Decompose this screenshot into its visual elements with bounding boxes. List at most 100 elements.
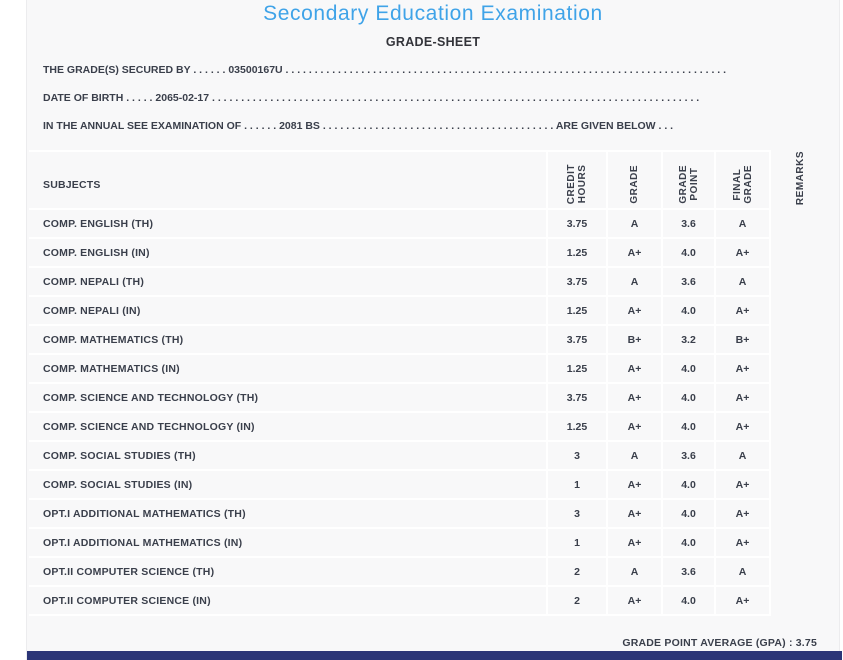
candidate-meta: THE GRADE(S) SECURED BY . . . . . . 0350…	[43, 65, 839, 132]
table-row: COMP. NEPALI (IN) 1.25 A+ 4.0 A+	[29, 295, 829, 326]
grade-point-cell: 4.0	[661, 295, 715, 326]
subject-cell: COMP. ENGLISH (IN)	[29, 237, 547, 268]
column-header-credit-hours: CREDIT HOURS	[546, 149, 607, 211]
remarks-cell	[769, 557, 829, 587]
table-row: OPT.II COMPUTER SCIENCE (IN) 2 A+ 4.0 A+	[29, 585, 829, 617]
grade-cell: A	[606, 440, 662, 471]
final-grade-cell: A+	[714, 527, 770, 558]
final-grade-cell: A	[714, 266, 770, 297]
table-body: COMP. ENGLISH (TH) 3.75 A 3.6 A COMP. EN…	[29, 208, 829, 617]
subject-cell: COMP. SCIENCE AND TECHNOLOGY (IN)	[29, 411, 547, 442]
credit-hours-cell: 3.75	[546, 324, 607, 355]
grade-point-cell: 3.2	[661, 324, 715, 355]
grade-cell: A	[606, 208, 662, 239]
column-header-subjects: SUBJECTS	[29, 149, 547, 211]
final-grade-cell: A	[714, 556, 770, 587]
table-row: OPT.II COMPUTER SCIENCE (TH) 2 A 3.6 A	[29, 556, 829, 587]
grade-point-cell: 3.6	[661, 556, 715, 587]
subject-cell: COMP. NEPALI (TH)	[29, 266, 547, 297]
table-row: COMP. SOCIAL STUDIES (IN) 1 A+ 4.0 A+	[29, 469, 829, 500]
subject-cell: COMP. SOCIAL STUDIES (TH)	[29, 440, 547, 471]
gradesheet-panel: Secondary Education Examination GRADE-SH…	[26, 0, 842, 660]
remarks-cell	[769, 238, 829, 268]
subject-cell: COMP. NEPALI (IN)	[29, 295, 547, 326]
final-grade-cell: A+	[714, 498, 770, 529]
table-row: COMP. SCIENCE AND TECHNOLOGY (IN) 1.25 A…	[29, 411, 829, 442]
subject-cell: COMP. SOCIAL STUDIES (IN)	[29, 469, 547, 500]
grade-point-cell: 4.0	[661, 469, 715, 500]
grade-point-cell: 4.0	[661, 353, 715, 384]
subject-cell: COMP. MATHEMATICS (IN)	[29, 353, 547, 384]
grade-cell: A+	[606, 237, 662, 268]
gradesheet-subtitle: GRADE-SHEET	[385, 35, 481, 49]
grade-cell: A+	[606, 353, 662, 384]
grade-point-cell: 4.0	[661, 237, 715, 268]
table-row: COMP. NEPALI (TH) 3.75 A 3.6 A	[29, 266, 829, 297]
grade-point-cell: 4.0	[661, 585, 715, 617]
final-grade-cell: A+	[714, 295, 770, 326]
final-grade-cell: A+	[714, 237, 770, 268]
final-grade-cell: A+	[714, 411, 770, 442]
grade-cell: A+	[606, 527, 662, 558]
grade-cell: A+	[606, 585, 662, 617]
final-grade-cell: A+	[714, 382, 770, 413]
column-header-grade-point: GRADE POINT	[661, 149, 715, 211]
credit-hours-cell: 3	[546, 440, 607, 471]
table-row: COMP. SOCIAL STUDIES (TH) 3 A 3.6 A	[29, 440, 829, 471]
remarks-cell	[769, 528, 829, 558]
table-row: COMP. ENGLISH (TH) 3.75 A 3.6 A	[29, 208, 829, 239]
remarks-cell	[769, 383, 829, 413]
credit-hours-cell: 3.75	[546, 382, 607, 413]
credit-hours-cell: 3.75	[546, 266, 607, 297]
grade-point-cell: 4.0	[661, 382, 715, 413]
grade-cell: A+	[606, 295, 662, 326]
grade-cell: A+	[606, 469, 662, 500]
grade-point-cell: 4.0	[661, 411, 715, 442]
table-row: OPT.I ADDITIONAL MATHEMATICS (IN) 1 A+ 4…	[29, 527, 829, 558]
credit-hours-cell: 3	[546, 498, 607, 529]
remarks-cell	[769, 586, 829, 616]
grade-point-cell: 3.6	[661, 266, 715, 297]
remarks-cell	[769, 441, 829, 471]
credit-hours-cell: 2	[546, 585, 607, 617]
subject-cell: COMP. SCIENCE AND TECHNOLOGY (TH)	[29, 382, 547, 413]
remarks-cell	[769, 470, 829, 500]
table-row: OPT.I ADDITIONAL MATHEMATICS (TH) 3 A+ 4…	[29, 498, 829, 529]
credit-hours-cell: 3.75	[546, 208, 607, 239]
credit-hours-cell: 1.25	[546, 353, 607, 384]
remarks-cell	[769, 412, 829, 442]
table-header-row: SUBJECTS CREDIT HOURS GRADE GRADE POINT …	[29, 149, 829, 211]
final-grade-cell: A+	[714, 585, 770, 617]
footer-bar	[27, 651, 842, 660]
final-grade-cell: A+	[714, 353, 770, 384]
subject-cell: OPT.I ADDITIONAL MATHEMATICS (IN)	[29, 527, 547, 558]
credit-hours-cell: 1.25	[546, 295, 607, 326]
remarks-cell	[769, 325, 829, 355]
remarks-cell	[769, 296, 829, 326]
column-header-final-grade: FINAL GRADE	[714, 149, 770, 211]
grade-point-cell: 4.0	[661, 498, 715, 529]
credit-hours-cell: 1.25	[546, 411, 607, 442]
final-grade-cell: A+	[714, 469, 770, 500]
final-grade-cell: B+	[714, 324, 770, 355]
remarks-cell	[769, 499, 829, 529]
subject-cell: OPT.II COMPUTER SCIENCE (IN)	[29, 585, 547, 617]
examination-year-line: IN THE ANNUAL SEE EXAMINATION OF . . . .…	[43, 121, 674, 132]
grade-cell: A	[606, 266, 662, 297]
final-grade-cell: A	[714, 440, 770, 471]
grades-table: SUBJECTS CREDIT HOURS GRADE GRADE POINT …	[29, 149, 829, 617]
credit-hours-cell: 2	[546, 556, 607, 587]
column-header-grade: GRADE	[606, 149, 662, 211]
grade-point-cell: 4.0	[661, 527, 715, 558]
grade-cell: A+	[606, 382, 662, 413]
page-title: Secondary Education Examination	[263, 2, 603, 25]
grade-point-cell: 3.6	[661, 208, 715, 239]
table-row: COMP. MATHEMATICS (IN) 1.25 A+ 4.0 A+	[29, 353, 829, 384]
table-row: COMP. ENGLISH (IN) 1.25 A+ 4.0 A+	[29, 237, 829, 268]
subject-cell: COMP. MATHEMATICS (TH)	[29, 324, 547, 355]
grade-cell: A+	[606, 411, 662, 442]
table-row: COMP. SCIENCE AND TECHNOLOGY (TH) 3.75 A…	[29, 382, 829, 413]
subject-cell: COMP. ENGLISH (TH)	[29, 208, 547, 239]
grade-cell: A+	[606, 498, 662, 529]
remarks-cell	[769, 354, 829, 384]
